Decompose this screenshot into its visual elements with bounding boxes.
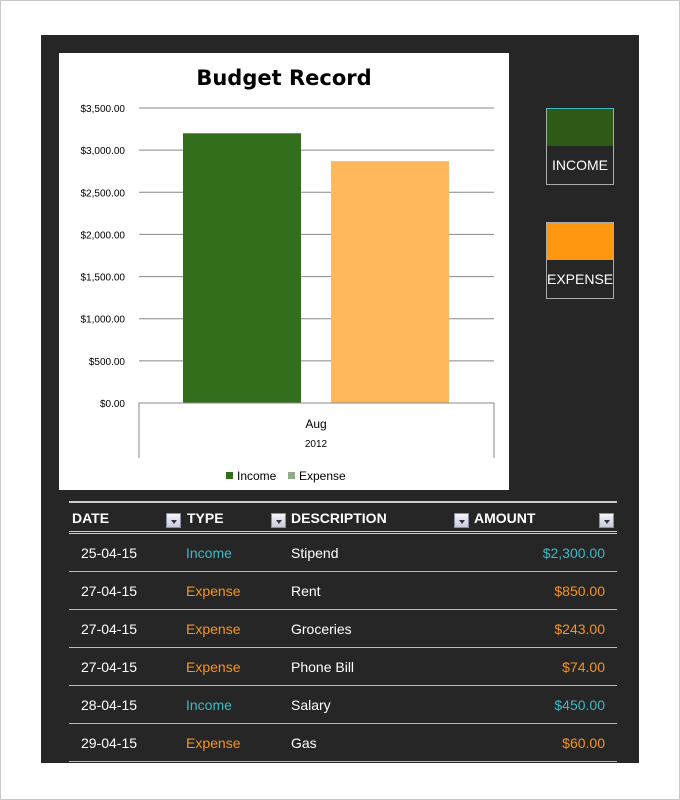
y-tick-label: $2,500.00 [81, 188, 126, 199]
cell-type: Expense [186, 621, 241, 637]
cell-type: Expense [186, 659, 241, 675]
legend-swatch-expense [288, 472, 295, 479]
y-tick-label: $0.00 [100, 399, 125, 410]
cell-date: 27-04-15 [81, 621, 138, 637]
header-amount: AMOUNT [474, 510, 536, 526]
bar-income [183, 133, 301, 403]
y-tick-label: $2,000.00 [81, 230, 126, 241]
cell-amount: $60.00 [562, 735, 605, 751]
cell-date: 28-04-15 [81, 697, 138, 713]
cell-type: Expense [186, 735, 241, 751]
chart-svg: Budget Record $0.00 $500.00 $1,000.00 $1,500… [81, 66, 495, 483]
cell-description: Groceries [291, 621, 352, 637]
expense-legend-box: EXPENSE [546, 222, 614, 299]
income-legend-box: INCOME [546, 108, 614, 185]
cell-date: 27-04-15 [81, 583, 138, 599]
table-row[interactable]: 27-04-15 Expense Rent $850.00 [69, 572, 617, 610]
table-row[interactable]: 25-04-15 Income Stipend $2,300.00 [69, 534, 617, 572]
cell-type: Expense [186, 583, 241, 599]
cell-amount: $850.00 [554, 583, 605, 599]
cell-amount: $243.00 [554, 621, 605, 637]
budget-chart: Budget Record $0.00 $500.00 $1,000.00 $1,500… [59, 53, 509, 490]
cell-description: Phone Bill [291, 659, 355, 675]
cell-date: 27-04-15 [81, 659, 138, 675]
income-swatch [547, 109, 613, 146]
y-tick-label: $1,500.00 [81, 273, 126, 284]
table-row[interactable]: 27-04-15 Expense Phone Bill $74.00 [69, 648, 617, 686]
legend-label-expense: Expense [299, 469, 346, 483]
type-filter-dropdown[interactable] [271, 513, 286, 528]
legend-label-income: Income [237, 469, 277, 483]
income-legend-label: INCOME [552, 157, 608, 173]
transactions-table: DATE TYPE DESCRIPTION AMOUNT 25-04-15 In… [69, 501, 617, 762]
header-description: DESCRIPTION [291, 510, 387, 526]
y-tick-label: $500.00 [89, 357, 126, 368]
x-axis [138, 402, 495, 458]
cell-amount: $2,300.00 [542, 545, 605, 561]
bar-expense [331, 161, 449, 403]
cell-date: 29-04-15 [81, 735, 138, 751]
cell-description: Stipend [291, 545, 339, 561]
x-tick-label: Aug [305, 417, 326, 431]
table-row[interactable]: 28-04-15 Income Salary $450.00 [69, 686, 617, 724]
cell-description: Gas [291, 735, 317, 751]
header-date: DATE [72, 510, 110, 526]
cell-description: Rent [291, 583, 321, 599]
cell-date: 25-04-15 [81, 545, 138, 561]
chart-title: Budget Record [196, 66, 371, 90]
header-type: TYPE [187, 510, 224, 526]
expense-legend-label: EXPENSE [547, 271, 614, 287]
legend-swatch-income [226, 472, 233, 479]
amount-filter-dropdown[interactable] [599, 513, 614, 528]
table-row[interactable]: 29-04-15 Expense Gas $60.00 [69, 724, 617, 762]
cell-description: Salary [291, 697, 331, 713]
cell-amount: $74.00 [562, 659, 605, 675]
y-tick-label: $1,000.00 [81, 315, 126, 326]
table-header: DATE TYPE DESCRIPTION AMOUNT [69, 501, 617, 534]
table-row[interactable]: 27-04-15 Expense Groceries $243.00 [69, 610, 617, 648]
y-tick-label: $3,000.00 [81, 146, 126, 157]
cell-type: Income [186, 697, 232, 713]
description-filter-dropdown[interactable] [454, 513, 469, 528]
x-group-label: 2012 [305, 439, 328, 450]
date-filter-dropdown[interactable] [166, 513, 181, 528]
y-tick-label: $3,500.00 [81, 104, 126, 115]
cell-type: Income [186, 545, 232, 561]
cell-amount: $450.00 [554, 697, 605, 713]
expense-swatch [547, 223, 613, 260]
